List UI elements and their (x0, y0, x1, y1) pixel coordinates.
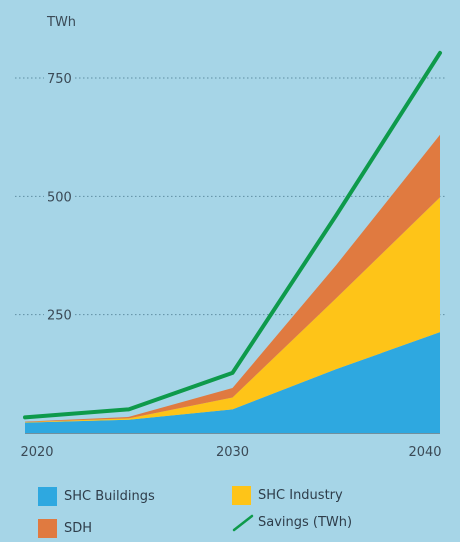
ytick-bg-750 (44, 68, 74, 88)
x-tick-label-2030: 2030 (216, 445, 249, 460)
y-tick-label-500: 500 (47, 190, 72, 205)
area-shc-buildings (25, 332, 440, 433)
ytick-bg-500 (44, 186, 74, 207)
ytick-bg-250 (44, 304, 74, 325)
y-tick-label-250: 250 (47, 309, 72, 324)
x-tick-label-2040: 2040 (408, 445, 441, 460)
y-tick-label-750: 750 (47, 72, 72, 87)
x-tick-label-2020: 2020 (20, 445, 53, 460)
y-axis-label: TWh (46, 15, 76, 30)
area-shc-industry (25, 197, 440, 423)
line-savings (23, 50, 442, 420)
